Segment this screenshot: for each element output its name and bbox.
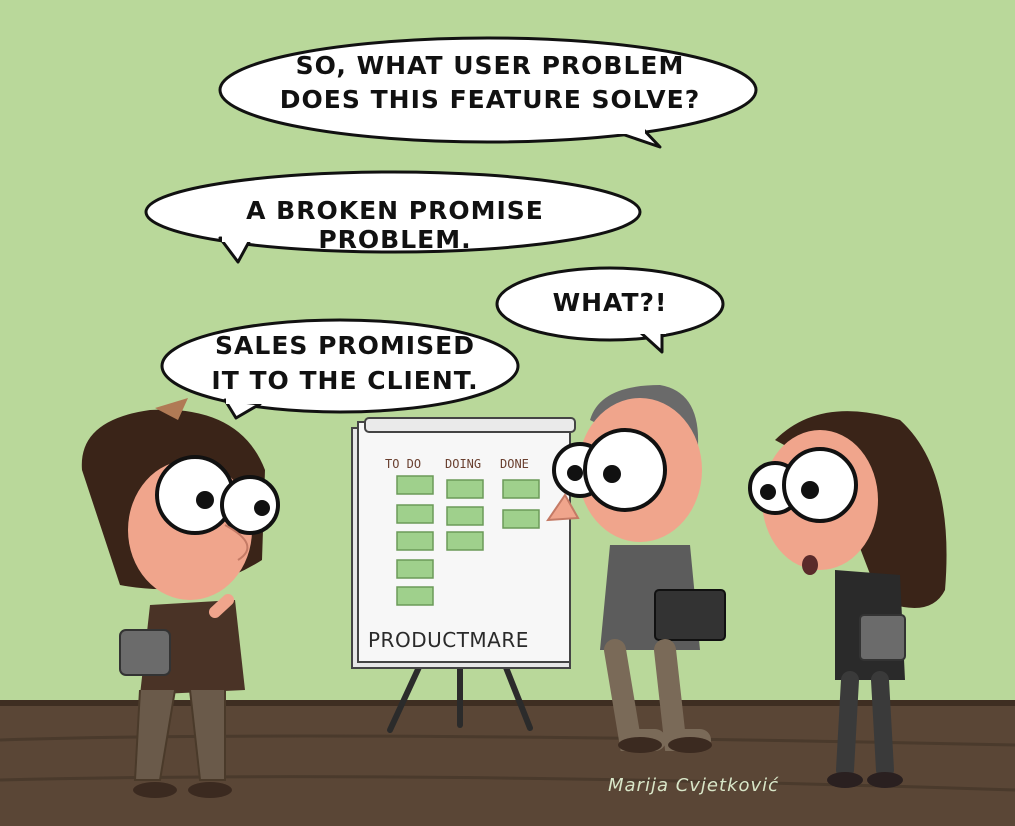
sales-line-1: SALES PROMISED bbox=[215, 331, 475, 360]
kanban-flipchart bbox=[351, 417, 576, 669]
column-header-doing: DOING bbox=[445, 457, 482, 471]
sales-line-2: IT TO THE CLIENT. bbox=[211, 366, 479, 395]
sticky-notes bbox=[396, 475, 540, 606]
column-header-done: DONE bbox=[500, 457, 529, 471]
column-header-todo: TO DO bbox=[385, 457, 422, 471]
woman-left bbox=[81, 398, 280, 798]
speech-bubble-answer bbox=[144, 170, 642, 264]
speech-bubble-reaction bbox=[495, 266, 725, 354]
question-line-1: SO, WHAT USER PROBLEM bbox=[295, 51, 685, 80]
man-center bbox=[546, 385, 726, 753]
board-title: PRODUCTMARE bbox=[368, 628, 529, 652]
easel bbox=[387, 662, 533, 733]
woman-right bbox=[748, 411, 947, 788]
speech-bubble-sales bbox=[160, 318, 520, 420]
artist-signature: Marija Cvjetković bbox=[608, 775, 780, 796]
speech-bubble-question bbox=[218, 36, 758, 149]
answer-text: A BROKEN PROMISE PROBLEM. bbox=[246, 196, 544, 254]
question-line-2: DOES THIS FEATURE SOLVE? bbox=[279, 85, 701, 114]
reaction-text: WHAT?! bbox=[552, 288, 668, 317]
